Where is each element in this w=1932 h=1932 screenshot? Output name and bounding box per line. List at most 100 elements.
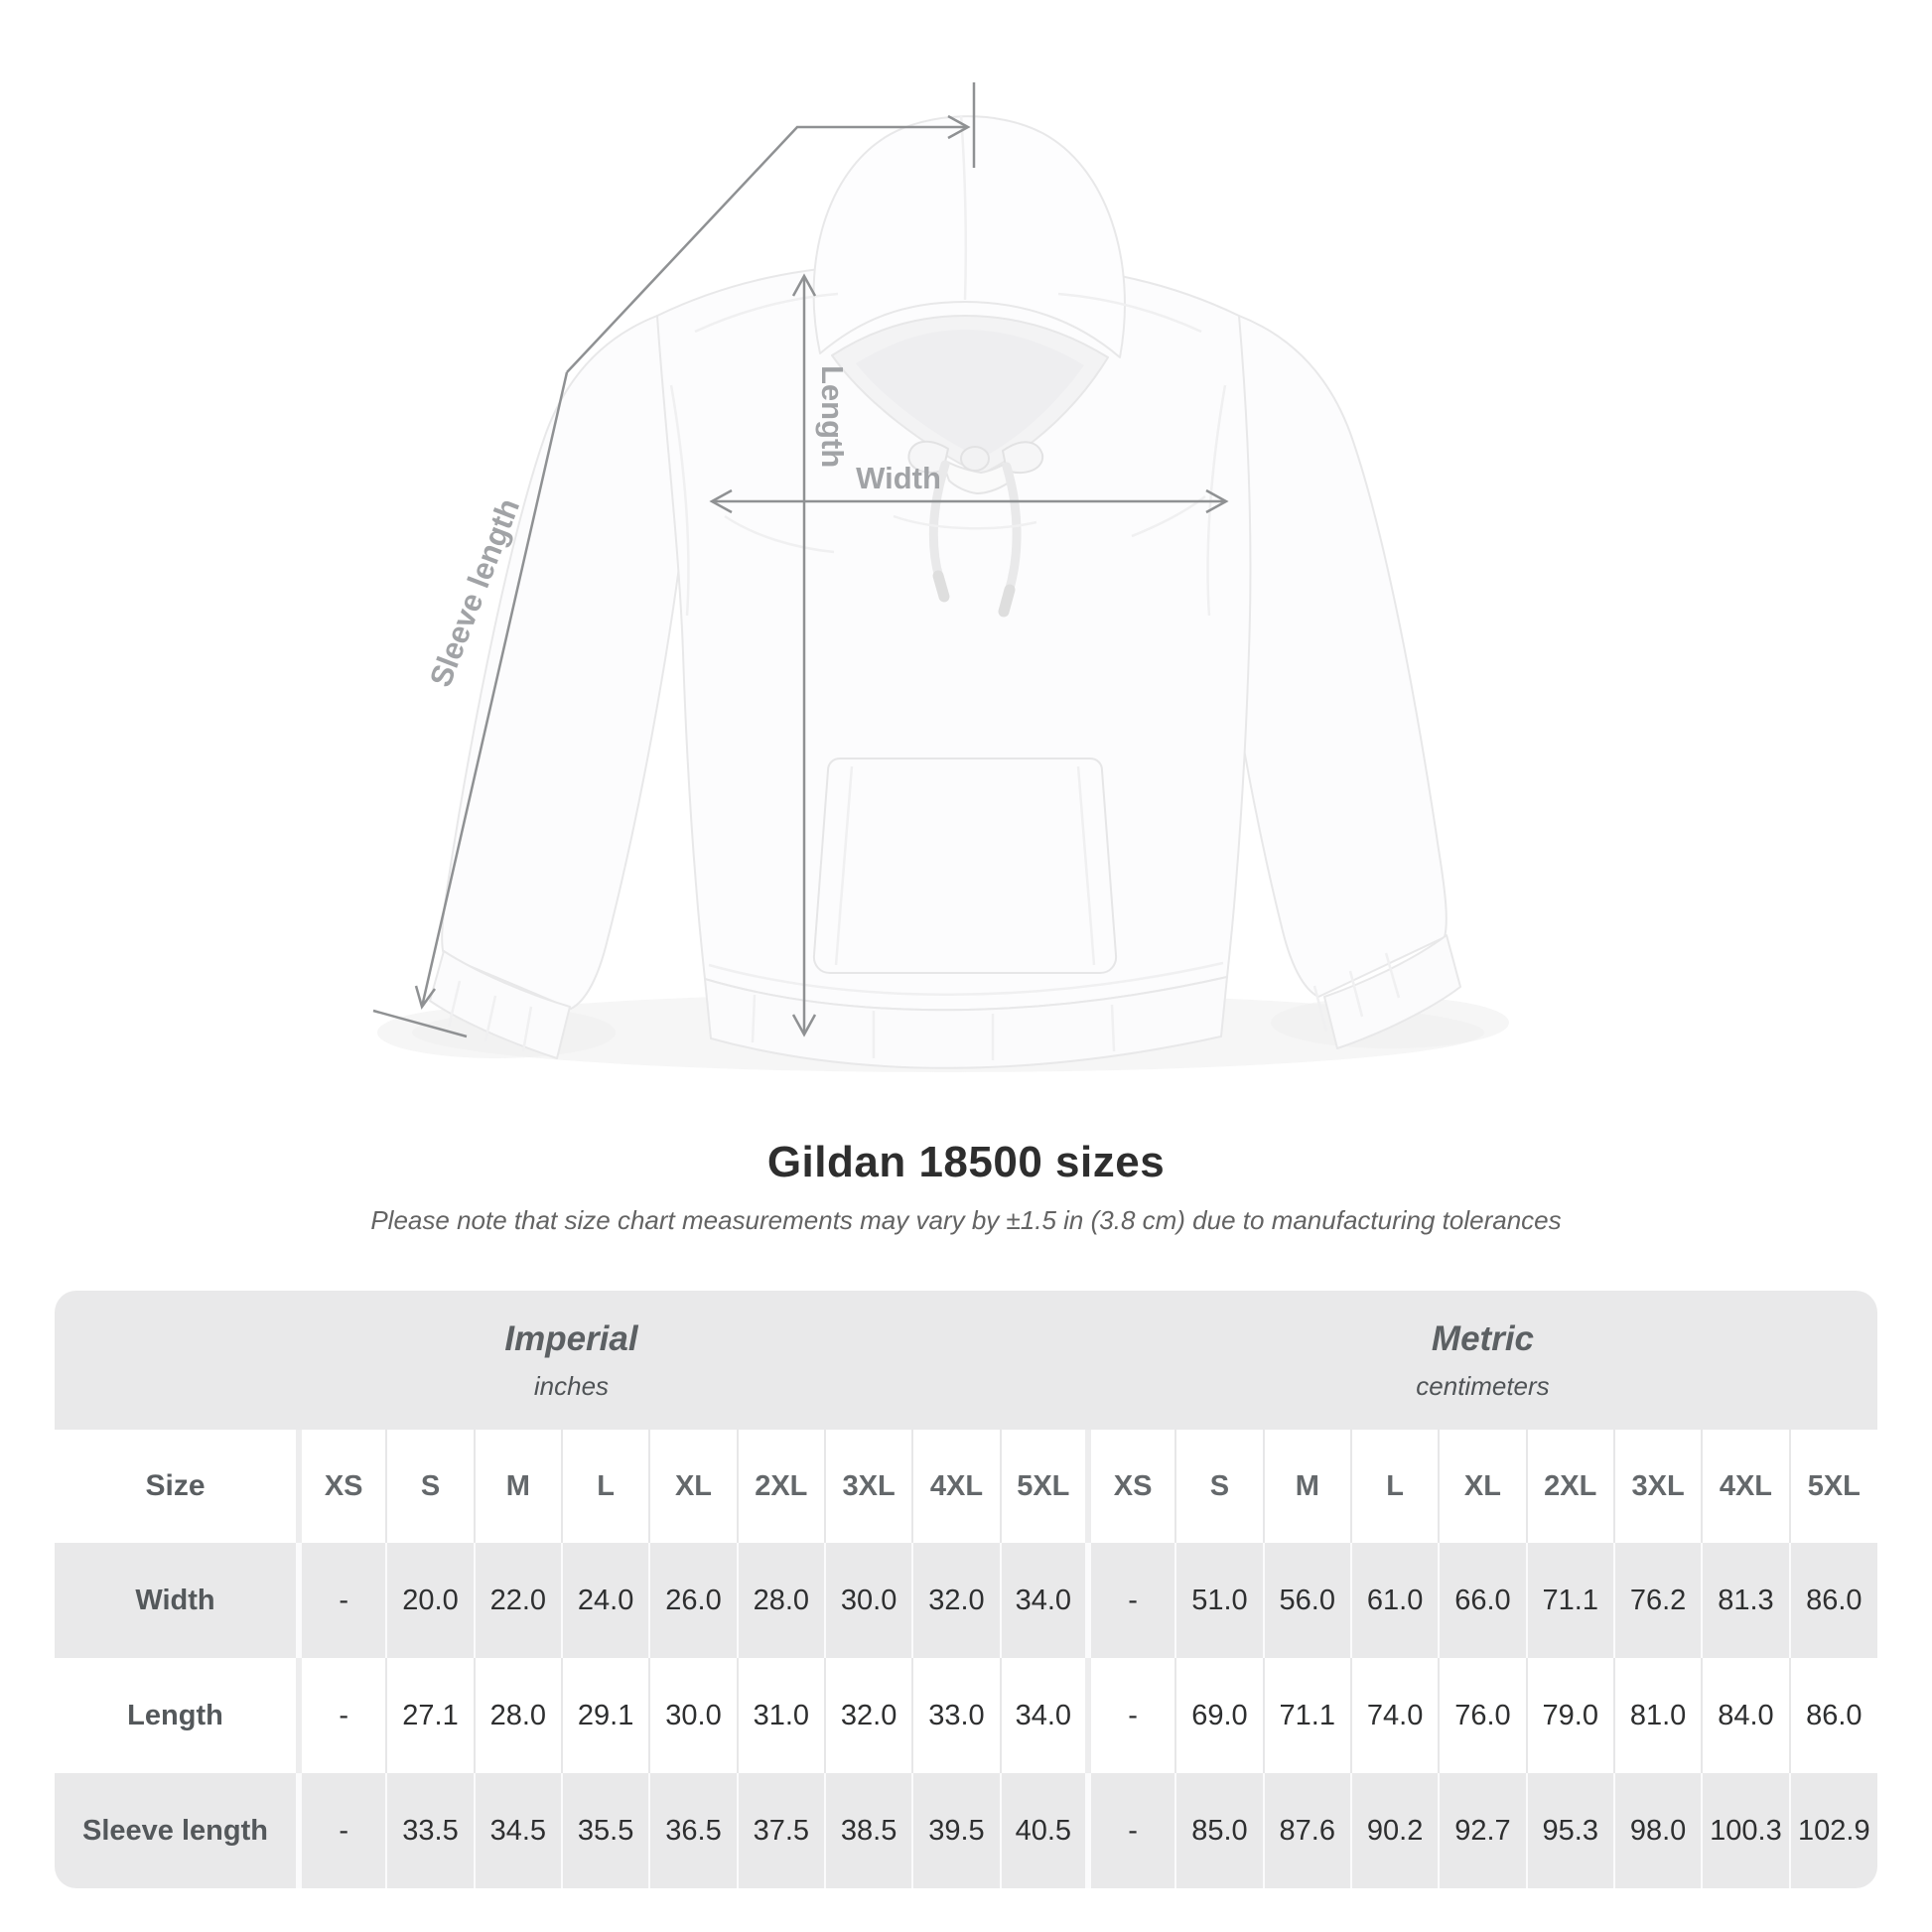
cell-length-metric-m: 71.1 (1262, 1658, 1351, 1773)
size-header-imperial-3xl: 3XL (823, 1430, 913, 1543)
cell-width-metric-5xl: 86.0 (1788, 1543, 1877, 1658)
size-header-metric-s: S (1174, 1430, 1264, 1543)
size-header-imperial-5xl: 5XL (999, 1430, 1088, 1543)
cell-sleeve-length-imperial-3xl: 38.5 (823, 1773, 913, 1888)
size-header-imperial-m: M (473, 1430, 562, 1543)
cell-length-metric-l: 74.0 (1349, 1658, 1440, 1773)
cell-width-metric-xs: - (1084, 1543, 1176, 1658)
size-header-metric-3xl: 3XL (1612, 1430, 1703, 1543)
cell-sleeve-length-metric-5xl: 102.9 (1788, 1773, 1877, 1888)
row-label: Length (55, 1658, 299, 1773)
measurement-row-width: Width -20.0 22.0 24.0 26.0 28.0 30.0 32.0 34.0-5… (55, 1543, 1877, 1658)
size-header-metric-m: M (1262, 1430, 1351, 1543)
cell-length-imperial-4xl: 33.0 (911, 1658, 1001, 1773)
cell-sleeve-length-metric-3xl: 98.0 (1612, 1773, 1703, 1888)
size-header-imperial-4xl: 4XL (911, 1430, 1001, 1543)
left-cuff (429, 950, 571, 1059)
imperial-group-header: Imperial inches (55, 1291, 1088, 1430)
arrowhead-left-icon (709, 488, 733, 514)
drawcord-knot (960, 446, 990, 472)
sleeve-length-arrow (372, 371, 569, 1038)
left-sleeve (441, 315, 685, 1010)
arrowhead-down-left-icon (414, 985, 437, 1010)
right-cuff (1323, 934, 1461, 1049)
cell-sleeve-length-metric-xl: 92.7 (1438, 1773, 1527, 1888)
sleeve-reference-line (566, 82, 976, 373)
drawcord-string-left (928, 460, 950, 583)
width-arrow (709, 488, 1229, 514)
cell-length-imperial-5xl: 34.0 (999, 1658, 1088, 1773)
hoodie-illustration (429, 114, 1461, 1069)
cell-width-metric-s: 51.0 (1174, 1543, 1264, 1658)
cell-sleeve-length-imperial-s: 33.5 (385, 1773, 475, 1888)
cell-length-imperial-s: 27.1 (385, 1658, 475, 1773)
cell-sleeve-length-imperial-xl: 36.5 (648, 1773, 738, 1888)
drawcord-loop-left (907, 440, 949, 474)
cell-width-imperial-xs: - (295, 1543, 387, 1658)
cell-length-metric-5xl: 86.0 (1788, 1658, 1877, 1773)
size-header-metric-2xl: 2XL (1525, 1430, 1614, 1543)
measurement-row-length: Length -27.1 28.0 29.1 30.0 31.0 32.0 33.0 34.0-… (55, 1658, 1877, 1773)
drawcord-aglet-right (998, 584, 1016, 618)
cell-width-imperial-4xl: 32.0 (911, 1543, 1001, 1658)
cell-length-metric-s: 69.0 (1174, 1658, 1264, 1773)
size-header-metric-l: L (1349, 1430, 1440, 1543)
cell-sleeve-length-metric-2xl: 95.3 (1525, 1773, 1614, 1888)
cell-length-imperial-xl: 30.0 (648, 1658, 738, 1773)
cell-length-imperial-2xl: 31.0 (736, 1658, 825, 1773)
cell-length-metric-3xl: 81.0 (1612, 1658, 1703, 1773)
length-label: Length (815, 365, 850, 468)
cell-width-imperial-2xl: 28.0 (736, 1543, 825, 1658)
title-block: Gildan 18500 sizes Please note that size… (0, 1138, 1932, 1236)
cell-sleeve-length-metric-4xl: 100.3 (1701, 1773, 1790, 1888)
cell-sleeve-length-metric-xs: - (1084, 1773, 1176, 1888)
hood (812, 115, 1126, 358)
cell-width-imperial-m: 22.0 (473, 1543, 562, 1658)
cell-sleeve-length-metric-s: 85.0 (1174, 1773, 1264, 1888)
metric-label: Metric (1431, 1318, 1535, 1358)
size-header-imperial-l: L (560, 1430, 650, 1543)
units-header-row: Imperial inches Metric centimeters (55, 1291, 1877, 1430)
cell-sleeve-length-imperial-l: 35.5 (560, 1773, 650, 1888)
arrowhead-up-icon (791, 273, 817, 297)
cell-length-metric-4xl: 84.0 (1701, 1658, 1790, 1773)
size-header-metric-xl: XL (1438, 1430, 1527, 1543)
cell-width-metric-4xl: 81.3 (1701, 1543, 1790, 1658)
size-header-metric-xs: XS (1084, 1430, 1176, 1543)
row-label: Width (55, 1543, 299, 1658)
hoodie-measurement-diagram: Length Width Sleeve length (372, 82, 1461, 1069)
size-header-row: Size XS S M L XL 2XL 3XL 4XL 5XL XS S M L XL 2XL 3XL 4XL 5… (55, 1430, 1877, 1543)
cell-length-imperial-3xl: 32.0 (823, 1658, 913, 1773)
row-label: Sleeve length (55, 1773, 299, 1888)
cell-length-metric-2xl: 79.0 (1525, 1658, 1614, 1773)
size-header-imperial-s: S (385, 1430, 475, 1543)
kangaroo-pocket (812, 758, 1118, 974)
cell-length-imperial-l: 29.1 (560, 1658, 650, 1773)
width-label: Width (856, 461, 941, 495)
cell-sleeve-length-imperial-4xl: 39.5 (911, 1773, 1001, 1888)
cell-width-metric-m: 56.0 (1262, 1543, 1351, 1658)
cell-width-imperial-xl: 26.0 (648, 1543, 738, 1658)
measurement-row-sleeve-length: Sleeve length -33.5 34.5 35.5 36.5 37.5 38.5 39… (55, 1773, 1877, 1888)
cell-width-imperial-l: 24.0 (560, 1543, 650, 1658)
arrowhead-right-icon (1205, 488, 1229, 514)
arrowhead-down-icon (791, 1014, 817, 1037)
page-title: Gildan 18500 sizes (766, 1138, 1166, 1186)
hood-opening-shadow (856, 330, 1084, 459)
cell-sleeve-length-imperial-m: 34.5 (473, 1773, 562, 1888)
seam-lines (447, 114, 1401, 1060)
imperial-label: Imperial (504, 1318, 638, 1358)
size-header-metric-4xl: 4XL (1701, 1430, 1790, 1543)
cell-length-metric-xs: - (1084, 1658, 1176, 1773)
size-header-imperial-2xl: 2XL (736, 1430, 825, 1543)
tolerance-note: Please note that size chart measurements… (370, 1205, 1562, 1235)
cell-sleeve-length-metric-l: 90.2 (1349, 1773, 1440, 1888)
cell-width-metric-xl: 66.0 (1438, 1543, 1527, 1658)
cell-length-metric-xl: 76.0 (1438, 1658, 1527, 1773)
cell-width-imperial-s: 20.0 (385, 1543, 475, 1658)
size-header-metric-5xl: 5XL (1788, 1430, 1877, 1543)
arrowhead-right-icon (947, 114, 971, 140)
drawcord-string-right (1002, 462, 1022, 597)
cell-width-metric-l: 61.0 (1349, 1543, 1440, 1658)
cell-width-metric-3xl: 76.2 (1612, 1543, 1703, 1658)
